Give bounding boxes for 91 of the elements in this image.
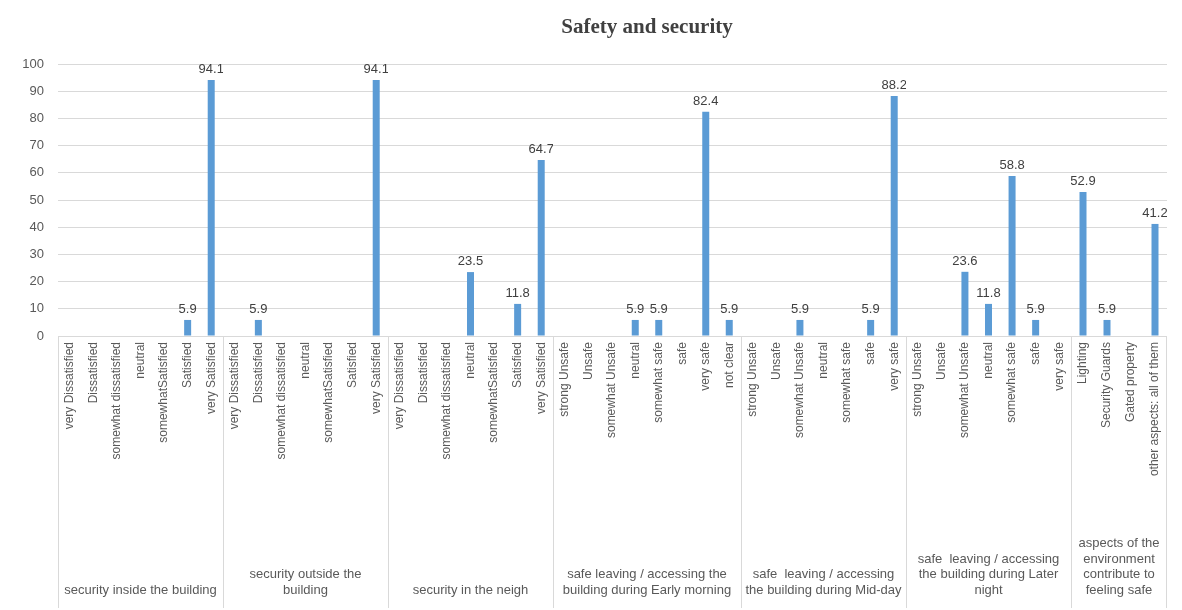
y-tick-label: 80 (29, 109, 44, 125)
x-axis-title: safe leaving / accessing the building during Early morning (562, 566, 732, 597)
x-tick-label: somewhat Unsafe (957, 341, 972, 439)
bar (1008, 176, 1016, 336)
x-tick-label: safe (1027, 341, 1042, 365)
x-tick-label: very Satisfied (368, 342, 383, 415)
x-tick-label: very Dissatisfied (62, 342, 77, 430)
data-label: 94.1 (363, 61, 389, 77)
x-axis-title: security outside the building (249, 566, 362, 597)
x-tick-label: Satisfied (179, 342, 194, 389)
x-tick-label: Dissatisfied (85, 342, 100, 404)
x-tick-label: somewhatSatisfied (321, 342, 336, 443)
x-tick-label: strong Unsafe (745, 341, 760, 417)
x-tick-label: Unsafe (768, 341, 783, 381)
x-tick-label: safe (862, 341, 877, 365)
data-label: 41.2 (1142, 205, 1168, 221)
data-label: 88.2 (881, 77, 907, 93)
bar (985, 303, 992, 336)
x-tick-label: Lighting (1075, 342, 1090, 385)
x-tick-label: Unsafe (580, 341, 595, 381)
data-label: 23.6 (952, 252, 978, 268)
bar (961, 271, 969, 336)
x-axis-title: aspects of the environment contribute to feeling safe (1078, 534, 1160, 597)
x-tick-label: Dissatisfied (250, 342, 265, 404)
x-tick-label: somewhat Unsafe (604, 341, 619, 439)
bar (1032, 319, 1040, 336)
x-tick-label: very safe (886, 341, 901, 391)
x-tick-label: strong Unsafe (910, 341, 925, 417)
x-tick-label: neutral (980, 342, 995, 379)
x-tick-label: neutral (462, 342, 477, 379)
x-tick-label: Dissatisfied (415, 342, 430, 404)
y-tick-label: 60 (29, 164, 44, 180)
data-label: 23.5 (457, 253, 484, 269)
x-tick-label: somewhatSatisfied (486, 342, 501, 443)
x-tick-label: somewhatSatisfied (156, 342, 171, 443)
x-tick-label: neutral (297, 342, 312, 379)
x-tick-label: very safe (1051, 341, 1066, 391)
x-tick-label: safe (674, 341, 689, 365)
data-label: 82.4 (693, 92, 719, 108)
x-tick-label: very Satisfied (203, 342, 218, 415)
data-label: 5.9 (861, 301, 880, 317)
y-tick-label: 100 (22, 55, 44, 71)
data-label: 5.9 (649, 301, 668, 317)
x-tick-label: other aspects: all of them (1147, 342, 1162, 477)
data-label: 11.8 (505, 284, 530, 300)
x-tick-label: somewhat dissatisfied (274, 342, 289, 460)
y-tick-label: 50 (29, 191, 44, 207)
data-label: 52.9 (1070, 173, 1096, 189)
x-tick-label: very Dissatisfied (392, 342, 407, 430)
data-label: 5.9 (720, 301, 739, 317)
data-label: 11.8 (976, 284, 1001, 300)
x-tick-label: very Dissatisfied (227, 342, 242, 430)
x-axis-title: security inside the building (64, 581, 217, 597)
data-label: 64.7 (528, 141, 554, 157)
data-label: 58.8 (999, 157, 1025, 173)
data-label: 5.9 (1026, 301, 1045, 317)
y-tick-label: 10 (29, 300, 44, 316)
x-tick-label: somewhat safe (651, 341, 666, 423)
x-tick-label: Security Guards (1099, 342, 1114, 429)
x-axis-title: safe leaving / accessing the building during Later night (917, 550, 1060, 597)
x-tick-label: somewhat safe (1004, 341, 1019, 423)
x-tick-label: Gated property (1123, 342, 1138, 423)
x-tick-label: neutral (627, 342, 642, 379)
x-tick-label: Satisfied (509, 342, 524, 389)
y-tick-label: 40 (29, 218, 44, 234)
y-tick-label: 20 (29, 273, 44, 289)
data-label: 5.9 (1097, 301, 1117, 317)
y-tick-label: 90 (29, 82, 44, 98)
x-tick-label: very Satisfied (533, 342, 548, 415)
x-axis-title: security in the neigh (412, 581, 529, 597)
x-tick-label: somewhat dissatisfied (109, 342, 124, 460)
x-tick-label: neutral (132, 342, 147, 379)
x-tick-label: not clear (721, 342, 736, 389)
x-tick-label: neutral (815, 342, 830, 379)
data-label: 5.9 (790, 301, 809, 317)
x-tick-label: somewhat Unsafe (792, 341, 807, 439)
chart-title: Safety and security (560, 14, 734, 39)
data-label: 5.9 (249, 301, 268, 317)
x-tick-label: somewhat safe (839, 341, 854, 423)
y-tick-label: 70 (29, 137, 44, 153)
y-tick-label: 30 (29, 245, 44, 261)
y-tick-label: 0 (36, 327, 44, 343)
x-tick-label: somewhat dissatisfied (439, 342, 454, 460)
x-tick-label: Satisfied (344, 342, 359, 389)
data-label: 5.9 (178, 301, 197, 317)
x-tick-label: Unsafe (933, 341, 948, 381)
data-label: 5.9 (626, 301, 645, 317)
data-label: 94.1 (198, 61, 224, 77)
x-axis-title: safe leaving / accessing the building during Mid-day (745, 566, 903, 597)
x-tick-label: strong Unsafe (557, 341, 572, 417)
x-tick-label: very safe (698, 341, 713, 391)
